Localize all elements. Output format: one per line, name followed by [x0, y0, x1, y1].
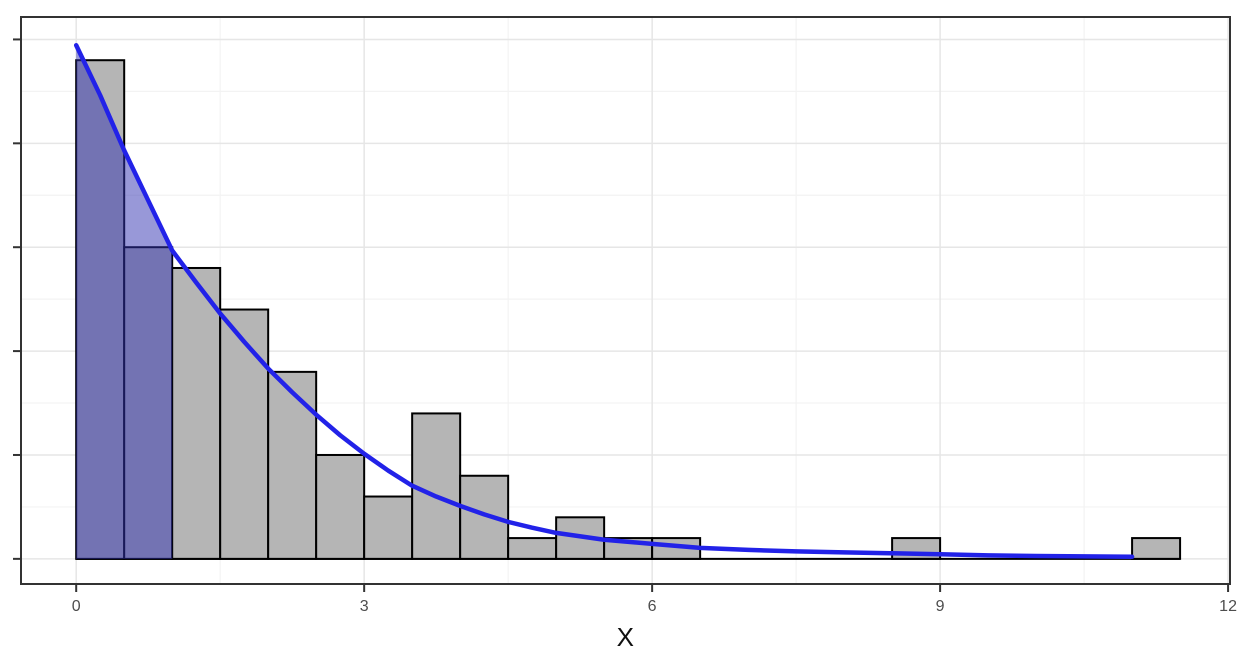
- histogram-bar: [267, 370, 318, 560]
- x-tick-label: 9: [936, 598, 945, 615]
- histogram-bar: [363, 495, 414, 560]
- histogram-bar: [315, 453, 366, 560]
- x-tick-label: 3: [360, 598, 369, 615]
- histogram-bar: [507, 537, 558, 560]
- x-axis-title: X: [616, 622, 635, 652]
- panel-border: [20, 16, 1231, 585]
- density-curve: [73, 43, 1135, 560]
- x-tick-label: 12: [1219, 598, 1237, 615]
- histogram-bar: [411, 412, 462, 560]
- x-tick-label: 6: [648, 598, 657, 615]
- density-shade-area: [76, 45, 173, 559]
- x-tick-label: 0: [72, 598, 81, 615]
- histogram-bar: [1131, 537, 1182, 560]
- histogram-bar: [219, 308, 270, 560]
- histogram-bar: [171, 266, 222, 560]
